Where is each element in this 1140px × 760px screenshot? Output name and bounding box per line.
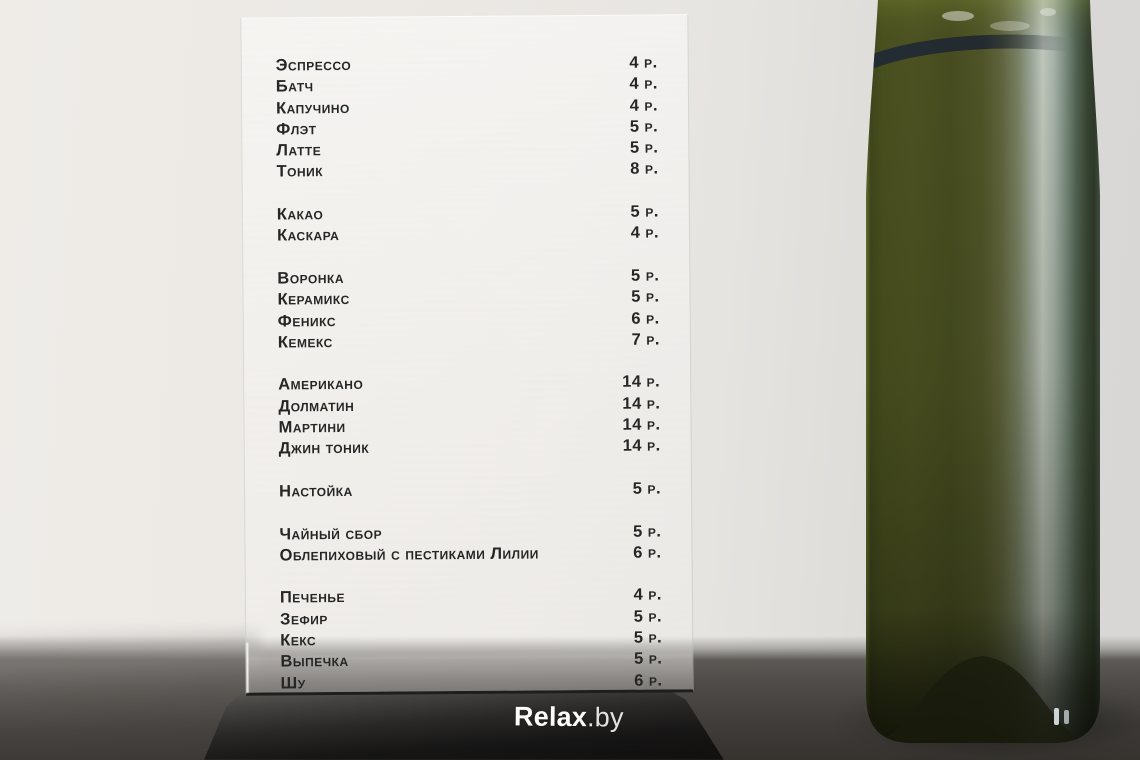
- menu-item-row: Печенье 4 р.: [280, 585, 662, 609]
- menu-item-price: 14 р.: [622, 415, 661, 434]
- wine-level-band: [866, 34, 1100, 71]
- menu-item-name: Выпечка: [280, 652, 349, 671]
- menu-item-price: 5 р.: [630, 202, 659, 221]
- menu-item-price: 5 р.: [629, 138, 659, 157]
- watermark-light-text: .by: [586, 702, 624, 733]
- menu-item-name: Воронка: [277, 268, 345, 288]
- menu-item-name: Каскара: [276, 226, 340, 245]
- menu-item-row: Выпечка 5 р.: [280, 649, 662, 673]
- menu-item-row: Какао 5 р.: [277, 202, 659, 226]
- menu-item-row: Кекс 5 р.: [280, 627, 662, 651]
- menu-item-price: 5 р.: [630, 266, 660, 285]
- menu-item-price: 14 р.: [622, 394, 661, 413]
- menu-item-row: Латте 5 р.: [276, 138, 658, 162]
- menu-item-name: Чайный сбор: [279, 524, 383, 544]
- menu-group: Воронка 5 р. Керамикс 5 р. Феникс 6 р. К…: [277, 265, 660, 353]
- menu-item-name: Американо: [278, 375, 364, 394]
- menu-item-price: 5 р.: [632, 479, 662, 498]
- menu-item-price: 5 р.: [631, 287, 660, 306]
- menu-item-row: Флэт 5 р.: [276, 116, 658, 140]
- menu-stand-base: [204, 685, 724, 760]
- menu-item-name: Джин тоник: [278, 439, 370, 458]
- menu-group: Эспрессо 4 р. Батч 4 р. Капучино 4 р. Фл…: [276, 52, 659, 183]
- menu-item-row: Феникс 6 р.: [278, 308, 660, 332]
- menu-item-price: 14 р.: [622, 436, 661, 456]
- menu-group: Чайный сбор 5 р. Облепиховый с пестиками…: [279, 521, 661, 567]
- menu-item-row: Американо 14 р.: [278, 372, 660, 396]
- menu-item-price: 8 р.: [630, 159, 659, 179]
- menu-item-name: Какао: [276, 205, 324, 224]
- menu-item-name: Латте: [276, 141, 322, 160]
- menu-item-name: Капучино: [275, 98, 350, 118]
- menu-item-price: 4 р.: [630, 223, 660, 243]
- menu-item-price: 5 р.: [633, 607, 663, 626]
- menu-item-row: Батч 4 р.: [276, 74, 658, 98]
- menu-item-price: 6 р.: [631, 309, 660, 328]
- wine-bottle: [866, 0, 1100, 743]
- menu-item-row: Джин тоник 14 р.: [279, 436, 661, 460]
- menu-item-name: Зефир: [279, 609, 328, 629]
- menu-item-name: Феникс: [277, 311, 337, 331]
- menu-item-row: Шу 6 р.: [280, 670, 663, 694]
- menu-item-row: Каскара 4 р.: [277, 223, 659, 247]
- menu-item-name: Кемекс: [277, 332, 333, 352]
- menu-item-price: 4 р.: [629, 53, 658, 72]
- menu-item-row: Мартини 14 р.: [278, 415, 660, 439]
- menu-item-price: 4 р.: [629, 74, 658, 94]
- menu-item-name: Эспрессо: [275, 55, 352, 75]
- menu-list: Эспрессо 4 р. Батч 4 р. Капучино 4 р. Фл…: [241, 15, 692, 692]
- menu-item-name: Печенье: [279, 588, 346, 607]
- menu-item-price: 14 р.: [622, 372, 661, 392]
- menu-item-name: Керамикс: [277, 290, 350, 309]
- menu-item-name: Облепиховый с пестиками Лилии: [279, 544, 539, 565]
- menu-item-name: Флэт: [276, 120, 317, 139]
- menu-item-row: Эспрессо 4 р.: [276, 52, 658, 76]
- menu-item-price: 5 р.: [629, 117, 659, 136]
- menu-group: Печенье 4 р. Зефир 5 р. Кекс 5 р. Выпечк…: [280, 585, 663, 694]
- menu-item-row: Настойка 5 р.: [279, 478, 661, 502]
- menu-item-row: Воронка 5 р.: [277, 265, 659, 289]
- menu-item-price: 6 р.: [633, 543, 662, 562]
- menu-item-name: Долматин: [278, 396, 355, 416]
- menu-item-price: 5 р.: [633, 649, 663, 669]
- menu-item-price: 5 р.: [632, 522, 662, 541]
- menu-item-price: 4 р.: [633, 585, 662, 605]
- bottle-punt-shadow: [866, 656, 1100, 743]
- menu-item-row: Капучино 4 р.: [276, 95, 658, 119]
- menu-item-price: 6 р.: [634, 671, 663, 690]
- menu-item-row: Облепиховый с пестиками Лилии 6 р.: [279, 542, 661, 566]
- menu-item-row: Тоник 8 р.: [276, 159, 658, 183]
- menu-item-row: Чайный сбор 5 р.: [279, 521, 661, 545]
- menu-item-row: Долматин 14 р.: [278, 393, 660, 417]
- menu-item-name: Мартини: [278, 418, 346, 437]
- menu-group: Настойка 5 р.: [279, 478, 661, 502]
- menu-item-name: Шу: [280, 673, 306, 693]
- menu-item-price: 7 р.: [631, 330, 660, 349]
- menu-group: Американо 14 р. Долматин 14 р. Мартини 1…: [278, 372, 661, 460]
- menu-item-name: Настойка: [278, 481, 353, 501]
- menu-item-name: Тоник: [276, 162, 324, 181]
- menu-item-name: Батч: [275, 77, 314, 96]
- menu-item-row: Зефир 5 р.: [280, 606, 662, 630]
- relax-by-watermark: Relax.by: [513, 701, 624, 733]
- menu-group: Какао 5 р. Каскара 4 р.: [277, 202, 659, 248]
- menu-item-price: 5 р.: [633, 628, 663, 647]
- menu-item-row: Керамикс 5 р.: [277, 287, 659, 311]
- menu-item-price: 4 р.: [629, 96, 659, 115]
- watermark-bold-text: Relax: [513, 701, 588, 733]
- acrylic-menu-panel: Эспрессо 4 р. Батч 4 р. Капучино 4 р. Фл…: [240, 14, 694, 696]
- menu-item-row: Кемекс 7 р.: [278, 329, 660, 353]
- menu-item-name: Кекс: [280, 631, 317, 650]
